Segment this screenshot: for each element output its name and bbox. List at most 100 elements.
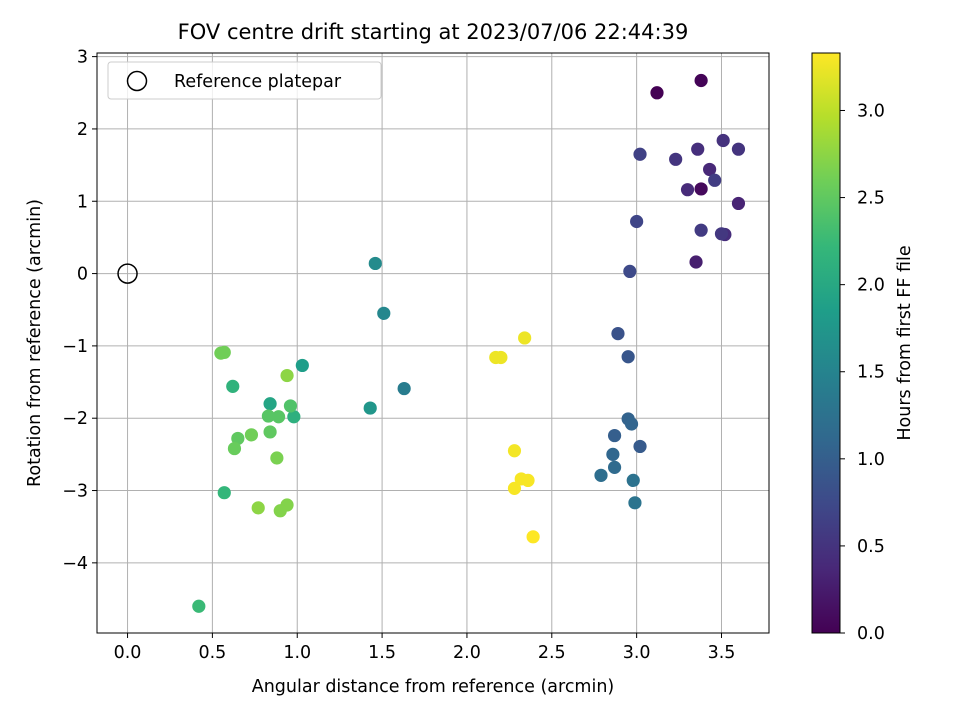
y-tick-label: 1 [77,192,88,212]
scatter-point [283,399,298,413]
x-tick-label: 2.5 [538,643,566,663]
grid-lines [97,53,769,633]
scatter-point [650,86,664,100]
scatter-point [669,152,683,166]
scatter-point [273,504,287,518]
x-tick-label: 3.5 [708,643,736,663]
scatter-point [227,441,242,456]
y-axis-label: Rotation from reference (arcmin) [25,199,45,487]
scatter-point [633,439,647,454]
colorbar-gradient [812,53,840,633]
scatter-point [624,417,639,431]
scatter-point [708,173,722,187]
y-tick-label: −1 [62,337,88,357]
legend: Reference platepar [107,61,382,100]
x-axis-label: Angular distance from reference (arcmin) [252,677,615,697]
scatter-point [594,468,608,482]
scatter-point [192,599,206,613]
x-tick-label: 3.0 [623,643,651,663]
colorbar-tick-label: 2.0 [857,276,885,296]
reference-platepar-marker [117,263,138,284]
legend-box [107,61,382,100]
scatter-point [731,142,746,156]
scatter-point [251,501,265,515]
scatter-point [217,486,231,500]
x-tick-label: 0.0 [114,643,142,663]
colorbar-label: Hours from first FF file [895,245,915,440]
scatter-point [716,133,730,148]
y-tick-label: −2 [62,409,88,429]
colorbar-tick-label: 1.0 [857,450,885,470]
data-points [192,73,746,613]
scatter-point [633,147,647,161]
legend-reference-marker [126,70,148,92]
scatter-point [611,326,625,341]
scatter-point [507,444,522,458]
scatter-point [607,460,622,474]
y-tick-label: 0 [77,265,88,285]
colorbar-tick-label: 2.5 [857,189,885,209]
y-tick-label: −3 [62,482,88,502]
y-tick-label: 2 [77,120,88,140]
scatter-point [526,530,540,544]
scatter-point [295,358,309,373]
reference-marker-layer [117,263,138,284]
colorbar-ticks: 0.0 0.5 1.0 1.5 2.0 2.5 3.0 [840,101,885,644]
scatter-point [694,73,708,88]
scatter-point [626,473,640,488]
x-tick-label: 1.0 [283,643,311,663]
colorbar-tick-label: 0.0 [857,624,885,644]
colorbar-tick-label: 1.5 [857,363,885,383]
scatter-point [507,481,522,495]
scatter-point [494,350,508,365]
legend-entry-label: Reference platepar [174,72,342,92]
x-tick-label: 2.0 [453,643,481,663]
scatter-point [270,451,284,465]
scatter-point [217,345,231,360]
scatter-point [363,401,377,415]
scatter-point [621,350,635,364]
y-axis-ticks: −4 −3 −2 −1 0 1 2 3 [62,48,97,574]
colorbar-tick-label: 0.5 [857,537,885,557]
scatter-point [271,410,286,424]
scatter-point [607,428,622,443]
scatter-point [263,425,277,439]
scatter-point [518,331,532,345]
colorbar: 0.0 0.5 1.0 1.5 2.0 2.5 3.0 Hours from first F… [811,52,915,644]
colorbar-tick-label: 3.0 [857,101,885,121]
scatter-point [368,256,382,271]
x-axis-ticks: 0.0 0.5 1.0 1.5 2.0 2.5 3.0 3.5 [114,633,736,663]
scatter-point [630,214,644,229]
plot-area: 0.0 0.5 1.0 1.5 2.0 2.5 3.0 3.5 −4 −3 −2 −1 0 1 2 3 [62,48,770,663]
scatter-point [628,496,642,510]
scatter-point [623,264,637,279]
scatter-point [691,142,705,156]
scatter-point [703,162,717,177]
y-tick-label: 3 [77,48,88,68]
scatter-point [287,410,301,424]
scatter-point [377,306,391,320]
x-tick-label: 0.5 [198,643,226,663]
scatter-point [606,447,620,461]
scatter-point [694,223,708,237]
scatter-point [397,381,411,396]
scatter-point [280,368,294,383]
scatter-point [261,409,275,423]
plot-background [97,53,769,633]
scatter-point [521,473,535,488]
y-tick-label: −4 [62,554,88,574]
scatter-point [231,431,245,446]
scatter-point [694,182,708,196]
scatter-point [714,227,729,241]
scatter-point [226,379,240,393]
scatter-point [244,428,259,442]
scatter-point [689,255,703,269]
plot-frame [96,52,770,634]
scatter-point [680,183,695,197]
colorbar-frame [811,52,841,634]
chart-title: FOV centre drift starting at 2023/07/06 … [178,20,689,44]
scatter-point [731,196,746,211]
scatter-point [263,397,277,411]
x-tick-label: 1.5 [368,643,396,663]
